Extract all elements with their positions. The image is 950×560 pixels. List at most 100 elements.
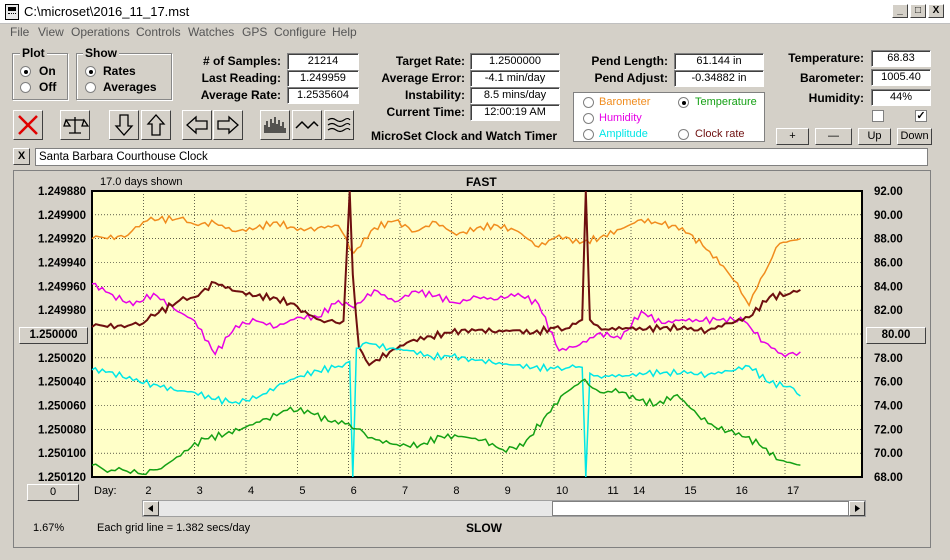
scroll-right-button[interactable] (849, 501, 865, 516)
x-tick-label: 16 (736, 485, 748, 497)
menu-view[interactable]: View (38, 25, 64, 39)
show-rates-radio[interactable] (85, 66, 96, 77)
right-tick-label: 72.00 (874, 424, 903, 436)
app-caption: MicroSet Clock and Watch Timer (371, 129, 558, 143)
balance-button[interactable] (60, 110, 90, 140)
clear-icon (18, 115, 38, 135)
target-rate-label: Target Rate: (395, 54, 465, 68)
checkbox-1[interactable] (872, 110, 884, 122)
up-button[interactable]: Up (858, 128, 891, 145)
barometer-field: 1005.40 (871, 69, 931, 86)
sensor-temperature-label: Temperature (695, 96, 757, 108)
pend-adjust-label: Pend Adjust: (594, 71, 668, 85)
wave-icon (295, 120, 319, 130)
series-lines (91, 190, 801, 478)
scroll-thumb[interactable] (552, 501, 849, 516)
pend-length-field[interactable]: 61.144 in (674, 53, 764, 70)
sensor-barometer-radio[interactable] (583, 97, 594, 108)
x-tick-label: 14 (633, 485, 645, 497)
down-button[interactable]: Down (897, 128, 932, 145)
sensor-amplitude-radio[interactable] (583, 129, 594, 140)
maximize-button[interactable]: □ (910, 4, 926, 18)
day-label: Day: (94, 485, 117, 497)
sensor-barometer-label: Barometer (599, 96, 651, 108)
horizontal-scrollbar[interactable] (142, 500, 866, 517)
humidity-field: 44% (871, 89, 931, 106)
series-clock-rate-line (91, 190, 801, 367)
left-tick-label: 1.249900 (38, 210, 86, 222)
right-tick-label: 78.00 (874, 353, 903, 365)
right-tick-label: 68.00 (874, 472, 903, 484)
menu-watches[interactable]: Watches (188, 25, 235, 39)
app-icon[interactable] (5, 4, 19, 20)
instability-label: Instability: (404, 88, 465, 102)
reference-temp-button[interactable]: 80.00 (866, 327, 926, 344)
x-tick-label: 8 (453, 485, 459, 497)
menu-configure[interactable]: Configure (274, 25, 327, 39)
scroll-left-button[interactable] (143, 501, 159, 516)
days-shown-label: 17.0 days shown (100, 176, 183, 188)
histogram-button[interactable] (260, 110, 290, 140)
increase-button[interactable]: + (776, 128, 809, 145)
x-tick-label: 5 (299, 485, 305, 497)
menu-controls[interactable]: Controls (136, 25, 181, 39)
x-tick-label: 15 (684, 485, 696, 497)
minimize-button[interactable]: _ (892, 4, 908, 18)
x-axis-ticks: 2 3 4 5 6 7 8 9 10 11 14 15 16 17 (145, 485, 799, 497)
clock-name-close-button[interactable]: X (13, 148, 30, 165)
left-tick-label: 1.249980 (38, 305, 86, 317)
right-tick-label: 84.00 (874, 281, 903, 293)
left-tick-label: 1.250040 (38, 377, 86, 389)
menu-operations[interactable]: Operations (71, 25, 130, 39)
menu-file[interactable]: File (10, 25, 30, 39)
x-tick-label: 11 (607, 485, 618, 497)
arrow-down-icon (114, 114, 134, 136)
target-rate-field[interactable]: 1.2500000 (470, 53, 560, 70)
reference-rate-button[interactable]: 1.250000 (19, 327, 88, 344)
right-tick-label: 90.00 (874, 210, 903, 222)
sensor-clockrate-radio[interactable] (678, 129, 689, 140)
close-button[interactable]: X (928, 4, 944, 18)
current-time-field: 12:00:19 AM (470, 104, 560, 121)
temperature-label: Temperature: (788, 51, 864, 65)
arrow-left-button[interactable] (182, 110, 212, 140)
right-tick-label: 92.00 (874, 186, 903, 198)
sensor-temperature-radio[interactable] (678, 97, 689, 108)
series-temperature-line (91, 378, 801, 476)
barometer-label: Barometer: (799, 71, 864, 85)
show-averages-radio[interactable] (85, 82, 96, 93)
plot-on-radio[interactable] (20, 66, 31, 77)
multi-wave-button[interactable] (324, 110, 354, 140)
plot-off-radio[interactable] (20, 82, 31, 93)
zero-button[interactable]: 0 (27, 484, 79, 501)
last-reading-field: 1.249959 (287, 70, 359, 87)
series-humidity-line (91, 282, 801, 358)
decrease-button[interactable]: — (815, 128, 852, 145)
arrow-left-icon (186, 115, 208, 135)
fast-label: FAST (466, 175, 497, 189)
x-tick-label: 6 (351, 485, 357, 497)
menu-bar: File View Operations Controls Watches GP… (0, 24, 950, 42)
grid-note: Each grid line = 1.382 secs/day (97, 522, 251, 534)
right-tick-label: 74.00 (874, 401, 903, 413)
x-tick-label: 9 (505, 485, 511, 497)
left-tick-label: 1.250060 (38, 401, 86, 413)
clock-name-input[interactable]: Santa Barbara Courthouse Clock (35, 148, 928, 166)
sensor-humidity-radio[interactable] (583, 113, 594, 124)
arrow-down-button[interactable] (109, 110, 139, 140)
pend-length-label: Pend Length: (591, 54, 668, 68)
scroll-right-icon (855, 505, 860, 512)
clear-button[interactable] (13, 110, 43, 140)
menu-help[interactable]: Help (332, 25, 357, 39)
arrow-up-button[interactable] (141, 110, 171, 140)
show-group-label: Show (83, 46, 119, 60)
wave-button[interactable] (292, 110, 322, 140)
series-amplitude-line (91, 341, 801, 478)
left-tick-label: 1.250080 (38, 424, 86, 436)
x-tick-label: 4 (248, 485, 254, 497)
samples-label: # of Samples: (202, 54, 281, 68)
menu-gps[interactable]: GPS (242, 25, 268, 39)
arrow-right-button[interactable] (213, 110, 243, 140)
checkbox-2[interactable]: ✓ (915, 110, 927, 122)
